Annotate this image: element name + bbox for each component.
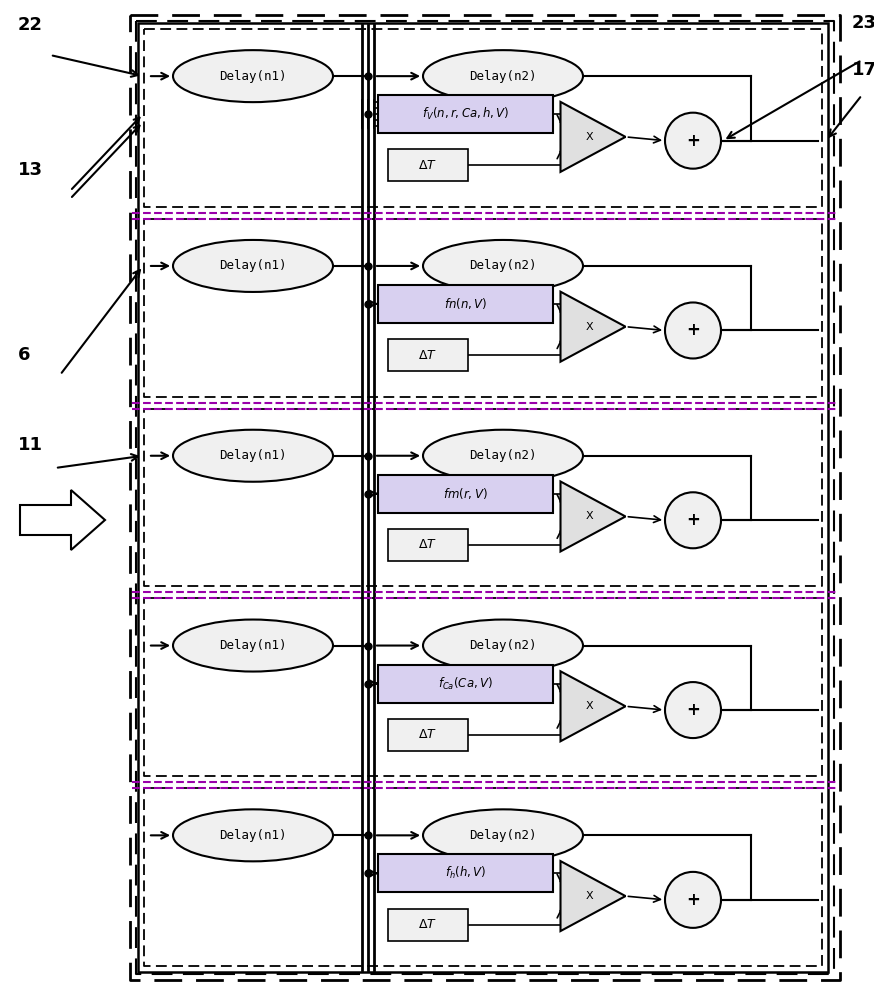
Text: $f_V(n, r, Ca, h, V)$: $f_V(n, r, Ca, h, V)$ xyxy=(422,106,510,122)
Text: $f_{Ca}(Ca,V)$: $f_{Ca}(Ca,V)$ xyxy=(438,675,493,692)
FancyBboxPatch shape xyxy=(378,285,553,323)
Text: +: + xyxy=(686,891,700,909)
Polygon shape xyxy=(560,481,626,551)
FancyBboxPatch shape xyxy=(378,665,553,703)
Text: Delay(n2): Delay(n2) xyxy=(469,449,537,462)
Text: $\Delta T$: $\Delta T$ xyxy=(419,159,438,172)
Text: X: X xyxy=(586,511,593,521)
Polygon shape xyxy=(20,490,105,550)
Text: 23: 23 xyxy=(852,14,874,32)
Text: Delay(n2): Delay(n2) xyxy=(469,829,537,842)
FancyBboxPatch shape xyxy=(378,95,553,133)
Polygon shape xyxy=(560,671,626,741)
Text: $\Delta T$: $\Delta T$ xyxy=(419,728,438,741)
Text: Delay(n2): Delay(n2) xyxy=(469,259,537,272)
Ellipse shape xyxy=(423,809,583,861)
Circle shape xyxy=(665,872,721,928)
FancyBboxPatch shape xyxy=(378,475,553,513)
Text: 17: 17 xyxy=(852,61,874,79)
Text: $\Delta T$: $\Delta T$ xyxy=(419,918,438,931)
Text: +: + xyxy=(686,511,700,529)
Circle shape xyxy=(665,492,721,548)
Text: +: + xyxy=(686,701,700,719)
Ellipse shape xyxy=(423,50,583,102)
Text: 22: 22 xyxy=(18,16,43,34)
Text: X: X xyxy=(586,701,593,711)
Text: $\Delta T$: $\Delta T$ xyxy=(419,538,438,551)
Text: X: X xyxy=(586,132,593,142)
Text: 13: 13 xyxy=(18,161,43,179)
Polygon shape xyxy=(560,292,626,362)
Text: 6: 6 xyxy=(18,346,31,364)
Ellipse shape xyxy=(173,430,333,482)
Text: Delay(n1): Delay(n1) xyxy=(219,259,287,272)
FancyBboxPatch shape xyxy=(378,854,553,892)
Text: +: + xyxy=(686,132,700,150)
Text: Delay(n1): Delay(n1) xyxy=(219,639,287,652)
Text: X: X xyxy=(586,322,593,332)
Text: 11: 11 xyxy=(18,436,43,454)
Text: Delay(n1): Delay(n1) xyxy=(219,70,287,83)
FancyBboxPatch shape xyxy=(388,529,468,561)
Text: Delay(n1): Delay(n1) xyxy=(219,449,287,462)
Text: Delay(n2): Delay(n2) xyxy=(469,70,537,83)
Text: $\Delta T$: $\Delta T$ xyxy=(419,349,438,362)
Text: +: + xyxy=(686,321,700,339)
Text: Delay(n1): Delay(n1) xyxy=(219,829,287,842)
Ellipse shape xyxy=(423,620,583,672)
Ellipse shape xyxy=(173,620,333,672)
Polygon shape xyxy=(560,861,626,931)
Ellipse shape xyxy=(423,240,583,292)
Circle shape xyxy=(665,682,721,738)
Ellipse shape xyxy=(423,430,583,482)
FancyBboxPatch shape xyxy=(388,339,468,371)
FancyBboxPatch shape xyxy=(388,909,468,941)
Circle shape xyxy=(665,113,721,169)
Ellipse shape xyxy=(173,809,333,861)
FancyBboxPatch shape xyxy=(388,719,468,751)
Text: $fn(n,V)$: $fn(n,V)$ xyxy=(444,296,487,311)
Circle shape xyxy=(665,302,721,358)
Text: Delay(n2): Delay(n2) xyxy=(469,639,537,652)
Ellipse shape xyxy=(173,240,333,292)
Text: X: X xyxy=(586,891,593,901)
Ellipse shape xyxy=(173,50,333,102)
FancyBboxPatch shape xyxy=(388,149,468,181)
Text: $fm(r,V)$: $fm(r,V)$ xyxy=(443,486,488,501)
Text: $f_h(h,V)$: $f_h(h,V)$ xyxy=(445,865,486,881)
Polygon shape xyxy=(560,102,626,172)
